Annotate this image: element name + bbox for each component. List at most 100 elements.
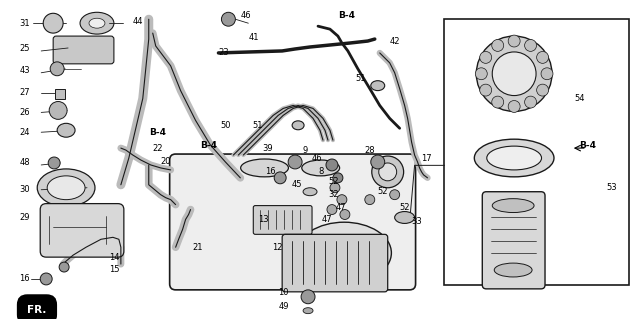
Text: B-4: B-4 [148, 128, 166, 137]
Circle shape [40, 273, 52, 285]
Ellipse shape [292, 121, 304, 130]
FancyBboxPatch shape [53, 36, 114, 64]
Ellipse shape [89, 18, 105, 28]
Text: 54: 54 [574, 94, 584, 103]
Text: 51: 51 [252, 121, 263, 130]
Text: 42: 42 [390, 37, 400, 46]
Circle shape [59, 262, 69, 272]
Circle shape [371, 155, 385, 169]
Text: 43: 43 [19, 66, 30, 75]
Ellipse shape [487, 146, 541, 170]
Text: 52: 52 [378, 187, 388, 196]
Text: 16: 16 [19, 274, 30, 284]
Circle shape [327, 204, 337, 214]
Text: 48: 48 [19, 159, 30, 167]
Bar [55, 89, 65, 99]
Text: 15: 15 [109, 264, 120, 273]
Ellipse shape [47, 176, 85, 200]
Ellipse shape [492, 199, 534, 212]
Text: 17: 17 [422, 153, 432, 162]
Text: 52: 52 [399, 203, 410, 212]
Circle shape [44, 13, 63, 33]
Text: FR.: FR. [28, 305, 47, 315]
Circle shape [301, 290, 315, 304]
Circle shape [525, 96, 536, 108]
Text: 32: 32 [328, 190, 339, 199]
Circle shape [492, 96, 504, 108]
FancyBboxPatch shape [483, 192, 545, 289]
Ellipse shape [57, 123, 75, 137]
Text: 30: 30 [19, 185, 30, 194]
Text: 14: 14 [109, 253, 120, 262]
Circle shape [48, 157, 60, 169]
Circle shape [288, 155, 302, 169]
Circle shape [508, 35, 520, 47]
Text: 45: 45 [292, 180, 303, 189]
Ellipse shape [494, 263, 532, 277]
Ellipse shape [474, 139, 554, 177]
Circle shape [476, 68, 487, 80]
FancyBboxPatch shape [170, 154, 415, 290]
Ellipse shape [37, 169, 95, 207]
Text: 52: 52 [328, 177, 339, 186]
Text: 8: 8 [318, 167, 323, 176]
Circle shape [340, 210, 350, 219]
FancyBboxPatch shape [40, 204, 124, 257]
Circle shape [536, 51, 548, 63]
FancyBboxPatch shape [253, 205, 312, 234]
Ellipse shape [303, 188, 317, 196]
FancyBboxPatch shape [282, 234, 388, 292]
Circle shape [221, 12, 236, 26]
Circle shape [337, 195, 347, 204]
Text: 20: 20 [161, 158, 171, 167]
Text: 13: 13 [259, 215, 269, 224]
Circle shape [476, 36, 552, 111]
Circle shape [541, 68, 553, 80]
Circle shape [330, 183, 340, 193]
Text: 46: 46 [312, 153, 323, 162]
Ellipse shape [302, 160, 340, 176]
Text: 12: 12 [272, 243, 283, 252]
Circle shape [508, 100, 520, 112]
Text: 21: 21 [193, 243, 203, 252]
Circle shape [326, 159, 338, 171]
Text: B-4: B-4 [338, 11, 355, 20]
Text: 23: 23 [218, 48, 229, 57]
Text: 27: 27 [19, 88, 30, 97]
Text: 46: 46 [241, 11, 251, 20]
Circle shape [492, 40, 504, 51]
Text: 22: 22 [153, 144, 163, 152]
Text: 44: 44 [133, 17, 143, 26]
Ellipse shape [371, 81, 385, 91]
Ellipse shape [80, 12, 114, 34]
Text: 31: 31 [19, 19, 30, 28]
Ellipse shape [241, 159, 289, 177]
Text: 47: 47 [322, 215, 333, 224]
Text: 50: 50 [220, 121, 231, 130]
Text: 29: 29 [19, 213, 30, 222]
Text: 9: 9 [302, 145, 307, 155]
Circle shape [333, 173, 343, 183]
Circle shape [372, 156, 404, 188]
Circle shape [365, 195, 375, 204]
Circle shape [536, 84, 548, 96]
Text: 39: 39 [262, 144, 273, 152]
Circle shape [390, 190, 399, 200]
Circle shape [480, 51, 492, 63]
Text: B-4: B-4 [200, 141, 218, 150]
Ellipse shape [297, 222, 392, 284]
Text: 47: 47 [336, 203, 346, 212]
Text: 49: 49 [278, 302, 289, 311]
Text: 26: 26 [19, 108, 30, 117]
Text: 51: 51 [356, 74, 366, 83]
Text: 33: 33 [412, 217, 422, 226]
Circle shape [50, 62, 64, 76]
Text: 25: 25 [19, 44, 30, 54]
Circle shape [525, 40, 536, 51]
Circle shape [49, 101, 67, 119]
Text: 10: 10 [278, 288, 289, 297]
Text: 24: 24 [19, 128, 30, 137]
Text: B-4: B-4 [579, 141, 596, 150]
Bar [444, 19, 628, 285]
Circle shape [274, 172, 286, 184]
